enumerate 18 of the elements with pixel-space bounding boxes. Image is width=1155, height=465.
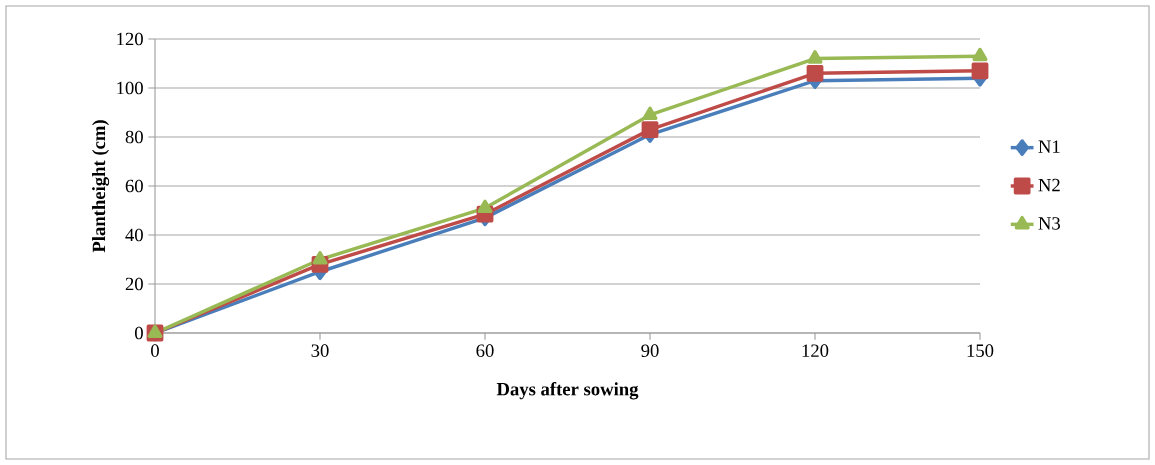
x-tick-label: 0 xyxy=(151,344,159,357)
x-axis-title: Days after sowing xyxy=(496,382,639,400)
x-tick-label: 60 xyxy=(476,344,494,357)
x-tick-label: 30 xyxy=(311,344,329,357)
legend-label: N3 xyxy=(1038,217,1061,230)
y-tick-label: 0 xyxy=(135,326,143,340)
x-tick-label: 120 xyxy=(802,344,829,357)
legend-label: N2 xyxy=(1038,178,1060,192)
y-axis-title: Plantheight (cm) xyxy=(92,120,110,253)
y-tick-label: 40 xyxy=(125,228,143,242)
y-tick-label: 60 xyxy=(125,179,143,193)
y-tick-label: 20 xyxy=(125,277,143,291)
x-tick-label: 90 xyxy=(641,344,659,357)
y-tick-label: 120 xyxy=(117,32,143,46)
y-tick-label: 100 xyxy=(117,81,143,95)
y-tick-label: 80 xyxy=(125,130,143,144)
x-tick-label: 150 xyxy=(967,344,994,357)
legend-label: N1 xyxy=(1038,140,1060,153)
